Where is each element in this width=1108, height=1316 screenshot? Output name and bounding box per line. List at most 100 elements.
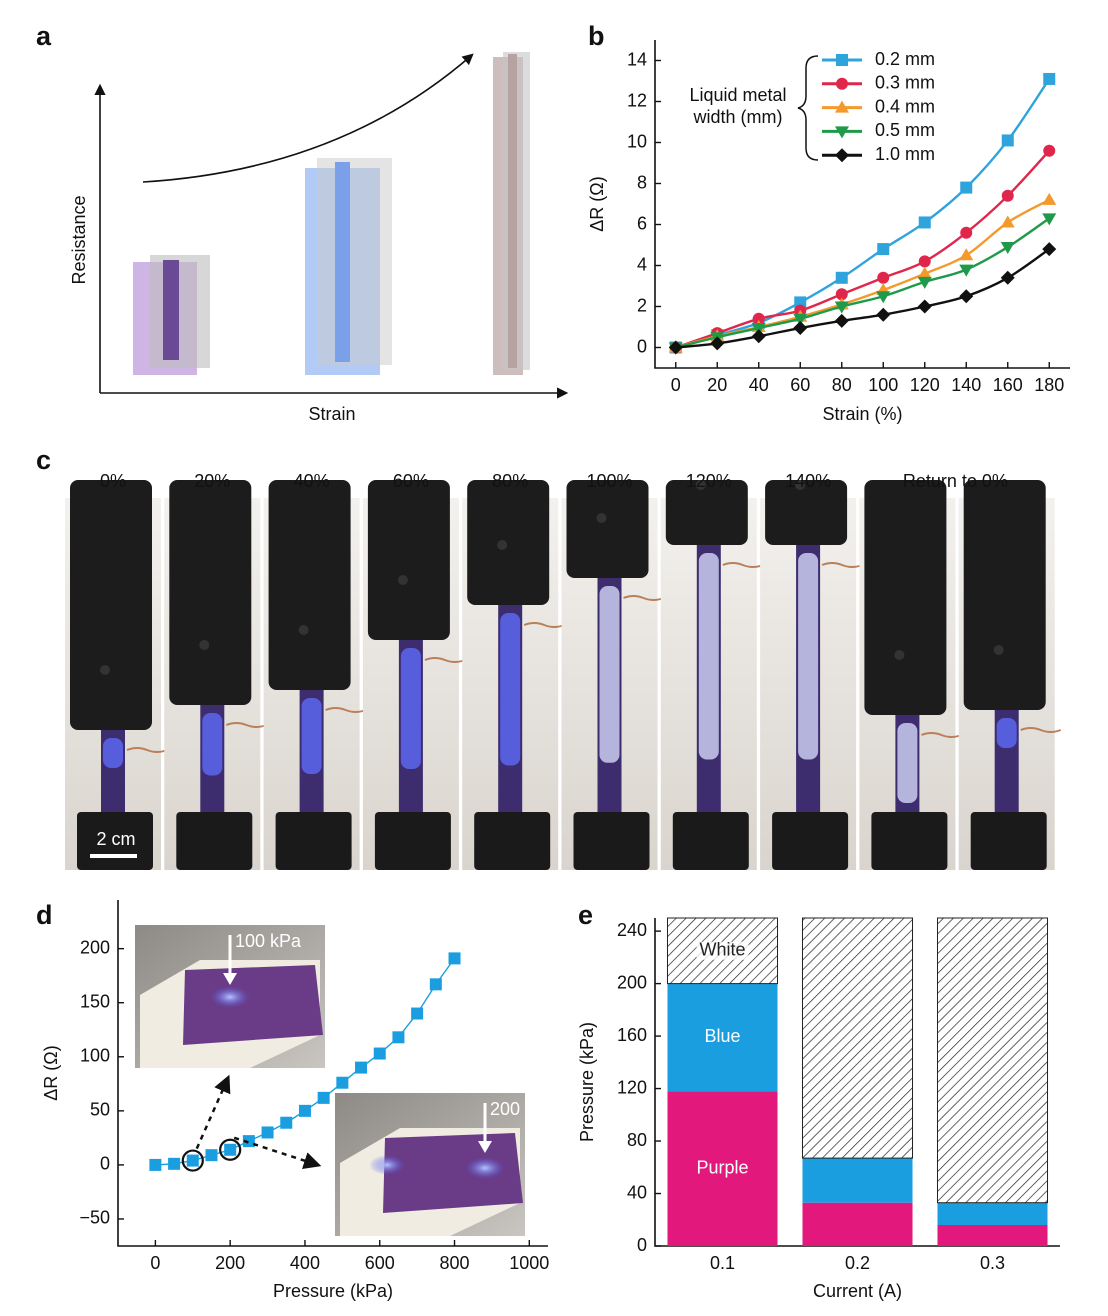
scale-label: 2 cm: [96, 829, 135, 849]
legend-marker: [835, 148, 849, 163]
inset-pad: [383, 1133, 523, 1213]
marker: [918, 255, 931, 268]
marker: [752, 312, 765, 325]
marker: [918, 216, 931, 229]
y-tick-label: 240: [617, 920, 647, 940]
inset-arrowhead: [223, 973, 237, 985]
marker: [876, 291, 891, 304]
marker: [1042, 242, 1057, 257]
axis: [654, 918, 1060, 1247]
y-tick-label: 160: [617, 1025, 647, 1045]
x-tick-label: 0: [671, 375, 681, 395]
screw: [695, 480, 706, 490]
glow: [996, 718, 1017, 748]
wire: [623, 595, 664, 601]
photo-strip: 0% 20% 40% 60% 80% 100% 120% 140% Return to 0% 2 …: [65, 471, 1062, 870]
glow: [798, 553, 819, 760]
schematic: Resistance Strain: [69, 52, 569, 424]
bar-segment: [667, 983, 778, 1092]
x-tick-label: 120: [910, 375, 940, 395]
bar-segment: [937, 1202, 1048, 1226]
marker: [298, 1104, 311, 1117]
bar-segment: [937, 1225, 1048, 1246]
legend-label: 0.4 mm: [875, 96, 935, 116]
inset-label: 100 kPa: [235, 931, 302, 951]
glow: [103, 738, 123, 768]
x-tick-label: 0.3: [980, 1253, 1005, 1273]
screw: [199, 640, 210, 650]
strain-label: Return to 0%: [903, 471, 1008, 491]
bar-segment: [802, 1158, 913, 1203]
callout-circle: [219, 1138, 242, 1161]
series-line: [675, 198, 1050, 349]
x-axis-label: Strain (%): [822, 404, 902, 424]
y-axis-label: ΔR (Ω): [587, 176, 607, 231]
inset-glow: [465, 1157, 505, 1179]
segment-label: Purple: [696, 1157, 748, 1177]
bar-segment: [936, 917, 1049, 1204]
panel-label: c: [36, 445, 51, 475]
segment-label: Blue: [704, 1026, 740, 1046]
x-tick-label: 100: [868, 375, 898, 395]
inset-glow: [210, 986, 250, 1008]
y-tick-label: 50: [90, 1100, 110, 1120]
legend-label: 0.2 mm: [875, 49, 935, 69]
clamp: [970, 812, 1047, 870]
marker: [876, 307, 891, 322]
x-tick-label: 200: [215, 1253, 245, 1273]
marker: [668, 340, 683, 355]
marker: [261, 1126, 274, 1139]
screw: [596, 513, 607, 523]
inset-arrowhead: [478, 1141, 492, 1153]
clamp: [864, 480, 947, 715]
bar-segment: [667, 1091, 778, 1246]
clamp: [672, 812, 749, 870]
y-axis-label: ΔR (Ω): [41, 1045, 61, 1100]
legend-label: 0.3 mm: [875, 73, 935, 93]
y-tick-label: 150: [80, 991, 110, 1011]
x-tick-label: 60: [790, 375, 810, 395]
marker: [917, 276, 932, 289]
clamp: [573, 812, 650, 870]
x-tick-label: 400: [290, 1253, 320, 1273]
y-tick-label: 6: [637, 213, 647, 233]
strain-label: 80%: [492, 471, 528, 491]
clamp: [871, 812, 948, 870]
clamp: [169, 480, 252, 705]
y-tick-label: 8: [637, 172, 647, 192]
y-tick-label: 0: [637, 336, 647, 356]
series-line: [675, 217, 1050, 349]
wire: [424, 657, 466, 663]
strain-label: 20%: [194, 471, 230, 491]
marker: [1000, 270, 1015, 285]
panel-label: b: [588, 21, 605, 51]
x-axis-label: Current (A): [813, 1281, 902, 1301]
screw: [894, 650, 905, 660]
x-tick-label: 40: [749, 375, 769, 395]
glow: [301, 698, 322, 774]
marker: [1000, 242, 1015, 255]
y-tick-label: 10: [627, 131, 647, 151]
y-tick-label: 200: [617, 972, 647, 992]
y-tick-label: 0: [637, 1235, 647, 1255]
legend-label: 1.0 mm: [875, 144, 935, 164]
inset-pad: [183, 965, 323, 1045]
insets: 100 kPa 200 kPa: [135, 925, 557, 1236]
clamp: [474, 812, 551, 870]
marker: [834, 313, 849, 328]
clamp: [772, 812, 849, 870]
glow: [698, 553, 719, 760]
marker: [448, 952, 461, 965]
x-tick-label: 140: [951, 375, 981, 395]
screw: [795, 480, 806, 490]
screw: [497, 540, 508, 550]
marker: [392, 1031, 405, 1044]
x-tick-label: 800: [439, 1253, 469, 1273]
panel-label: a: [36, 21, 52, 51]
axis-label: Strain: [308, 404, 355, 424]
y-axis-label: Pressure (kPa): [577, 1022, 597, 1142]
wire: [921, 732, 962, 738]
y-tick-label: 4: [637, 254, 647, 274]
